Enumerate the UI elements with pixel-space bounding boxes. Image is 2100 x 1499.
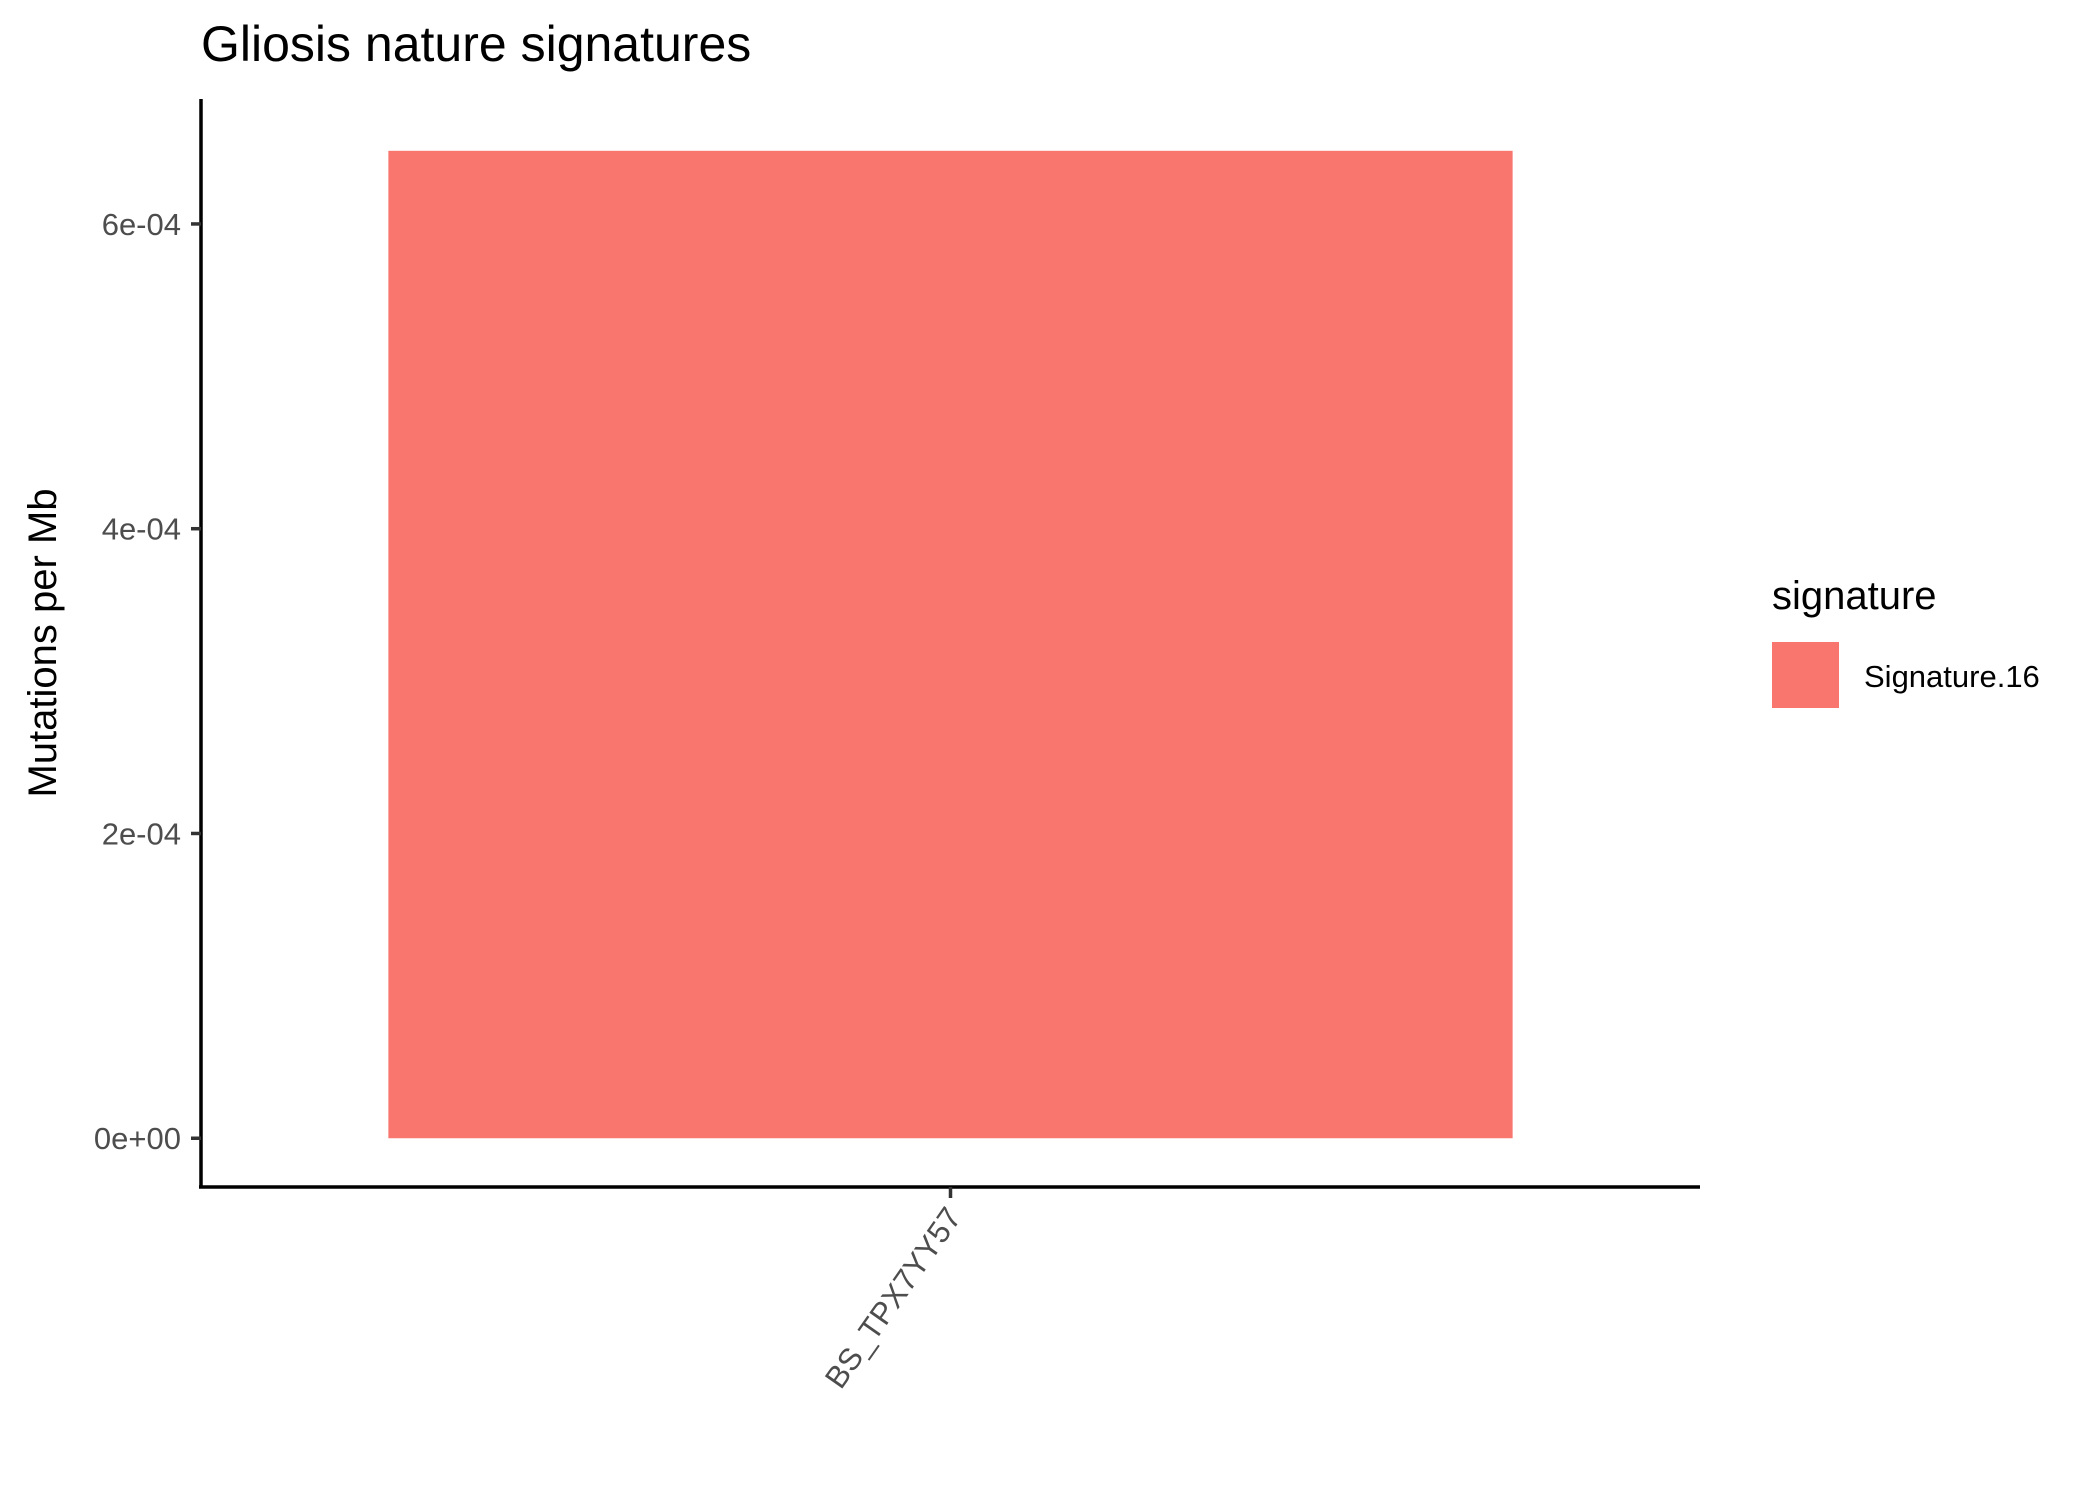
legend: signature Signature.16 [1772, 574, 2040, 708]
legend-label: Signature.16 [1864, 659, 2040, 694]
y-axis-label: Mutations per Mb [21, 488, 65, 797]
y-tick-label: 6e-04 [102, 207, 181, 242]
y-ticks-group: 0e+00 2e-04 4e-04 6e-04 [94, 207, 201, 1156]
y-tick-label: 4e-04 [102, 512, 181, 547]
x-tick-label: BS_TPX7YY57 [818, 1201, 968, 1395]
chart-title: Gliosis nature signatures [201, 16, 751, 72]
y-tick-label: 0e+00 [94, 1121, 181, 1156]
legend-title: signature [1772, 574, 1937, 618]
bars-group [388, 150, 1513, 1139]
y-tick-label: 2e-04 [102, 816, 181, 851]
x-ticks-group: BS_TPX7YY57 [818, 1187, 968, 1395]
legend-items: Signature.16 [1772, 642, 2040, 708]
bar-1-1 [388, 150, 1513, 1139]
legend-swatch [1772, 642, 1839, 708]
